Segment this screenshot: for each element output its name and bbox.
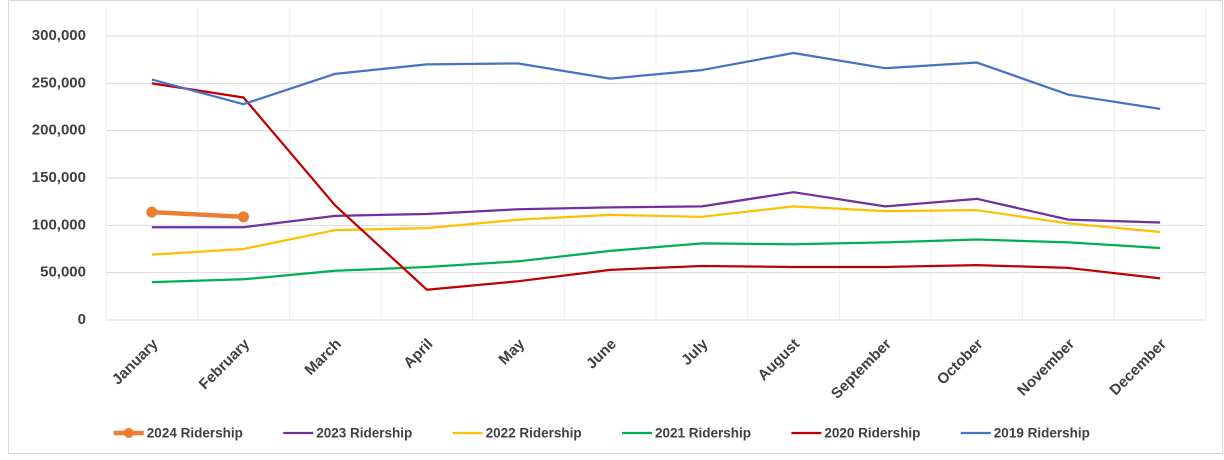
series-line: [151, 51, 1161, 111]
legend-label: 2022 Ridership: [486, 426, 582, 441]
y-tick-label: 300,000: [32, 27, 86, 44]
series-line: [151, 82, 1161, 291]
y-tick-label: 200,000: [32, 122, 86, 139]
legend-label: 2019 Ridership: [994, 426, 1090, 441]
y-tick-label: 250,000: [32, 74, 86, 91]
legend-marker: [123, 428, 134, 438]
series-line: [151, 191, 1161, 229]
series-line: [151, 205, 1161, 256]
y-tick-label: 150,000: [32, 169, 86, 186]
point-marker: [238, 211, 249, 223]
point-marker: [146, 206, 158, 218]
series-line: [151, 209, 244, 220]
y-tick-label: 50,000: [40, 264, 86, 281]
legend-label: 2020 Ridership: [824, 426, 920, 441]
legend-label: 2023 Ridership: [316, 426, 412, 441]
legend-label: 2021 Ridership: [655, 426, 751, 441]
y-tick-label: 100,000: [32, 216, 86, 233]
y-tick-label: 0: [78, 311, 86, 328]
legend-label: 2024 Ridership: [147, 426, 243, 441]
series-line: [151, 238, 1161, 284]
